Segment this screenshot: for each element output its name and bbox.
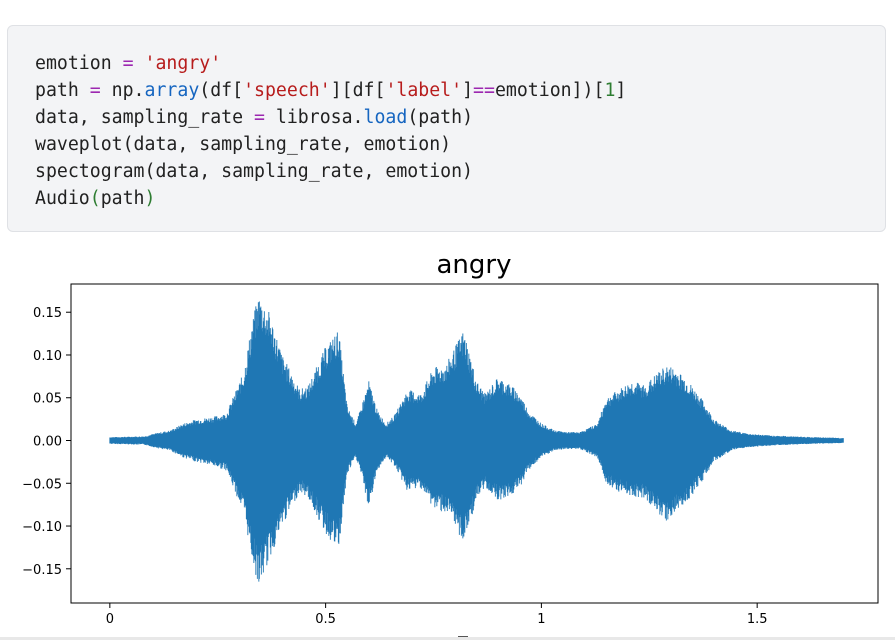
code-token: array (144, 80, 200, 101)
chart-title: angry (437, 250, 512, 280)
code-token: path (35, 80, 90, 101)
code-token: ) (144, 188, 156, 209)
y-tick-label: 0.00 (33, 435, 62, 450)
waveplot-chart: angry 0 0.5 1 1.5 0.15 0.10 0.05 0.00 −0.05 −0.1… (22, 250, 879, 638)
code-line: data, sampling_rate = librosa.load(path) (35, 104, 626, 131)
code-token: path (100, 188, 145, 209)
code-token: emotion (35, 53, 123, 74)
code-token: ] (615, 80, 627, 101)
code-token: np. (100, 80, 145, 101)
output-plot: angry 0 0.5 1 1.5 0.15 0.10 0.05 0.00 −0.05 −0.1… (0, 240, 895, 640)
code-token: = (89, 80, 101, 101)
x-tick-label: 0.5 (315, 612, 336, 627)
code-token: 'label' (385, 80, 463, 101)
code-token: ( (89, 188, 101, 209)
y-tick-label: 0.10 (33, 349, 62, 364)
y-tick-label: −0.10 (22, 520, 62, 535)
code-token: Audio (35, 188, 90, 209)
code-token: 1 (604, 80, 616, 101)
code-line: path = np.array(df['speech'][df['label']… (35, 77, 626, 104)
code-token: == (473, 80, 495, 101)
y-axis: 0.15 0.10 0.05 0.00 −0.05 −0.10 −0.15 (22, 306, 71, 578)
waveform-path (109, 301, 844, 582)
cell-divider (0, 637, 895, 640)
y-tick-label: −0.15 (22, 563, 62, 578)
code-line: spectogram(data, sampling_rate, emotion) (35, 158, 626, 185)
code-line: waveplot(data, sampling_rate, emotion) (35, 131, 626, 158)
x-tick-label: 0 (106, 612, 114, 627)
code-token: 'angry' (144, 53, 222, 74)
x-tick-label: 1 (537, 612, 545, 627)
axes-frame (70, 283, 879, 604)
code-token: 'speech' (243, 80, 331, 101)
code-token: emotion])[ (494, 80, 605, 101)
code-line: emotion = 'angry' (35, 50, 626, 77)
code-cell[interactable]: emotion = 'angry' path = np.array(df['spe… (7, 25, 886, 232)
code-token: = (254, 107, 265, 128)
y-tick-label: −0.05 (22, 477, 62, 492)
y-tick-label: 0.15 (33, 306, 62, 321)
code-token: ] (462, 80, 474, 101)
code-token: data, sampling_rate (35, 107, 254, 128)
code-token: load (363, 107, 408, 128)
code-token: librosa. (264, 107, 364, 128)
waveform-series (109, 301, 844, 582)
code-line: Audio(path) (35, 185, 626, 212)
y-tick-label: 0.05 (33, 392, 62, 407)
code-token: waveplot(data, sampling_rate, emotion) (35, 134, 452, 155)
code-token: ][df[ (330, 80, 386, 101)
code-token: = (122, 53, 134, 74)
x-axis: 0 0.5 1 1.5 (106, 603, 768, 627)
code-token (134, 53, 145, 74)
code-token: (path) (407, 107, 474, 128)
x-tick-label: 1.5 (747, 612, 768, 627)
code-token: spectogram(data, sampling_rate, emotion) (35, 161, 473, 182)
code-token: (df[ (199, 80, 244, 101)
code-editor[interactable]: emotion = 'angry' path = np.array(df['spe… (35, 50, 626, 212)
